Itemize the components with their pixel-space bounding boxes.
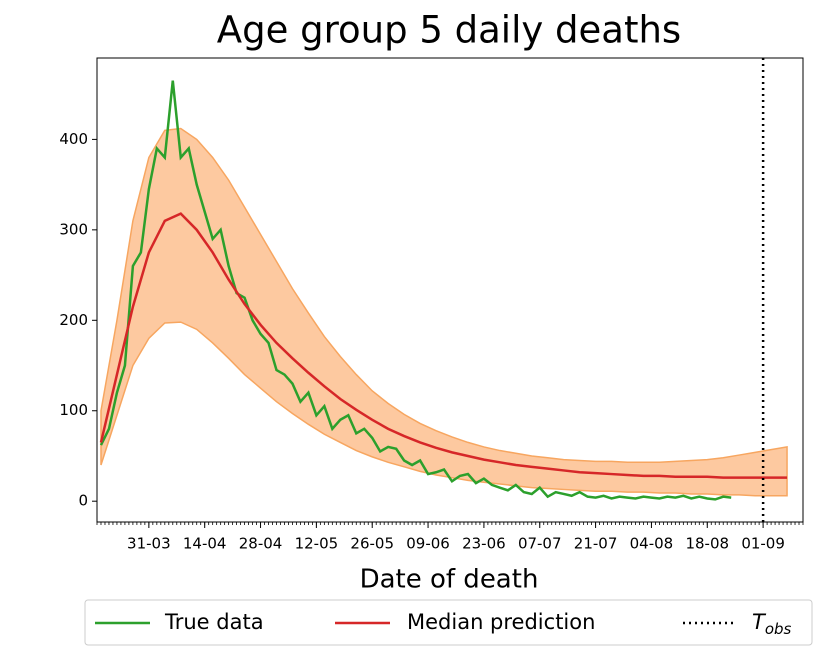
chart-title: Age group 5 daily deaths: [217, 9, 681, 52]
x-tick-label: 18-08: [685, 535, 729, 553]
plot-area: [99, 58, 788, 522]
legend-label: True data: [164, 610, 264, 634]
x-tick-label: 09-06: [406, 535, 450, 553]
x-axis-label: Date of death: [360, 565, 539, 595]
legend-label: Median prediction: [407, 610, 595, 634]
legend-label-main: T: [752, 610, 767, 634]
y-tick-label: 400: [59, 130, 88, 148]
legend-label: Tobs: [752, 610, 792, 638]
legend-label-sub: obs: [765, 620, 792, 638]
y-tick-label: 100: [59, 401, 88, 419]
x-tick-label: 23-06: [462, 535, 506, 553]
y-tick-label: 300: [59, 220, 88, 238]
y-tick-label: 200: [59, 311, 88, 329]
series-line: [99, 212, 788, 479]
x-tick-label: 31-03: [127, 535, 171, 553]
legend-items: True data Median prediction Tobs: [95, 610, 792, 638]
x-tick-label: 14-04: [183, 535, 227, 553]
series-line: [99, 80, 732, 501]
prediction-band: [100, 127, 788, 497]
x-tick-label: 28-04: [239, 535, 283, 553]
x-tick-label: 21-07: [574, 535, 618, 553]
x-tick-label: 07-07: [518, 535, 562, 553]
x-tick-label: 01-09: [741, 535, 785, 553]
y-tick-label: 0: [78, 492, 88, 510]
x-tick-label: 12-05: [295, 535, 339, 553]
legend: [84, 599, 813, 646]
x-tick-label: 04-08: [630, 535, 674, 553]
x-tick-label: 26-05: [350, 535, 394, 553]
axes-frame: [96, 57, 804, 523]
